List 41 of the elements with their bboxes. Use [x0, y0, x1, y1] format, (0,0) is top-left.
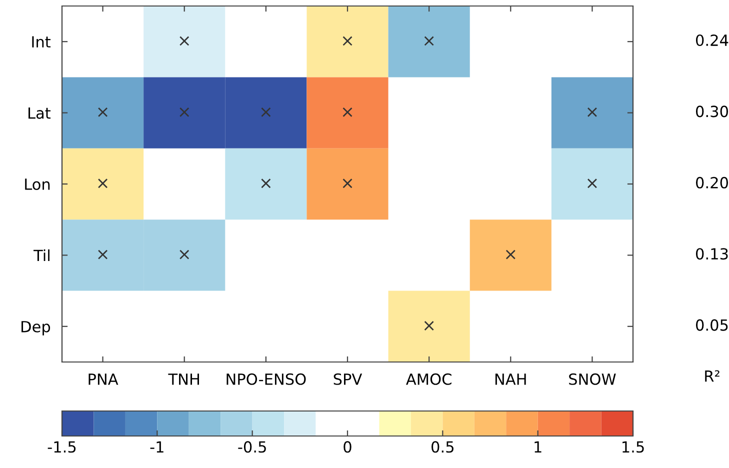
y-tick-label: Lat [28, 107, 51, 119]
color-bar-label: -1.5 [48, 441, 76, 453]
data-label: × [588, 178, 597, 188]
data-label: × [424, 321, 434, 330]
data-label: × [342, 36, 352, 46]
y-tick-label: Til [34, 249, 50, 262]
x-tick-label: AMOC [406, 373, 452, 385]
data-label: × [261, 178, 271, 188]
color-bar-label: 0 [344, 441, 352, 453]
color-bar-label: 0.5 [432, 441, 454, 453]
data-label: × [180, 250, 190, 260]
y2-tick-label: 0.24 [696, 34, 728, 46]
y2-tick-label: 0.20 [696, 176, 728, 188]
x-tick-label: PNA [88, 374, 118, 385]
color-bar-label: 1.5 [622, 441, 644, 453]
y-tick-label: Lon [25, 178, 50, 190]
y2-tick-label: 0.05 [696, 319, 728, 331]
data-label: × [180, 36, 190, 46]
color-bar-label: -1 [150, 441, 164, 452]
data-label: × [98, 107, 108, 117]
data-label: × [424, 36, 434, 46]
x-tick-label: TNH [168, 374, 199, 385]
data-label: × [261, 107, 271, 117]
y2-axis-title: R² [705, 370, 720, 382]
data-label: × [180, 107, 190, 117]
data-label: × [588, 107, 597, 117]
y-tick-label: Int [32, 36, 51, 48]
data-label: × [342, 178, 352, 188]
x-tick-label: NPO-ENSO [226, 373, 306, 385]
data-label: × [98, 250, 108, 260]
data-label: × [342, 107, 352, 117]
color-bar-label: -0.5 [238, 441, 266, 453]
data-label: × [98, 178, 108, 188]
y2-tick-label: 0.30 [696, 106, 728, 118]
x-tick-label: NAH [495, 374, 526, 385]
y2-tick-label: 0.13 [696, 248, 728, 260]
y-tick-label: Dep [22, 321, 50, 336]
x-tick-label: SNOW [569, 373, 616, 385]
data-label: × [506, 250, 516, 260]
color-bar-label: 1 [534, 441, 542, 452]
x-tick-label: SPV [334, 373, 362, 385]
